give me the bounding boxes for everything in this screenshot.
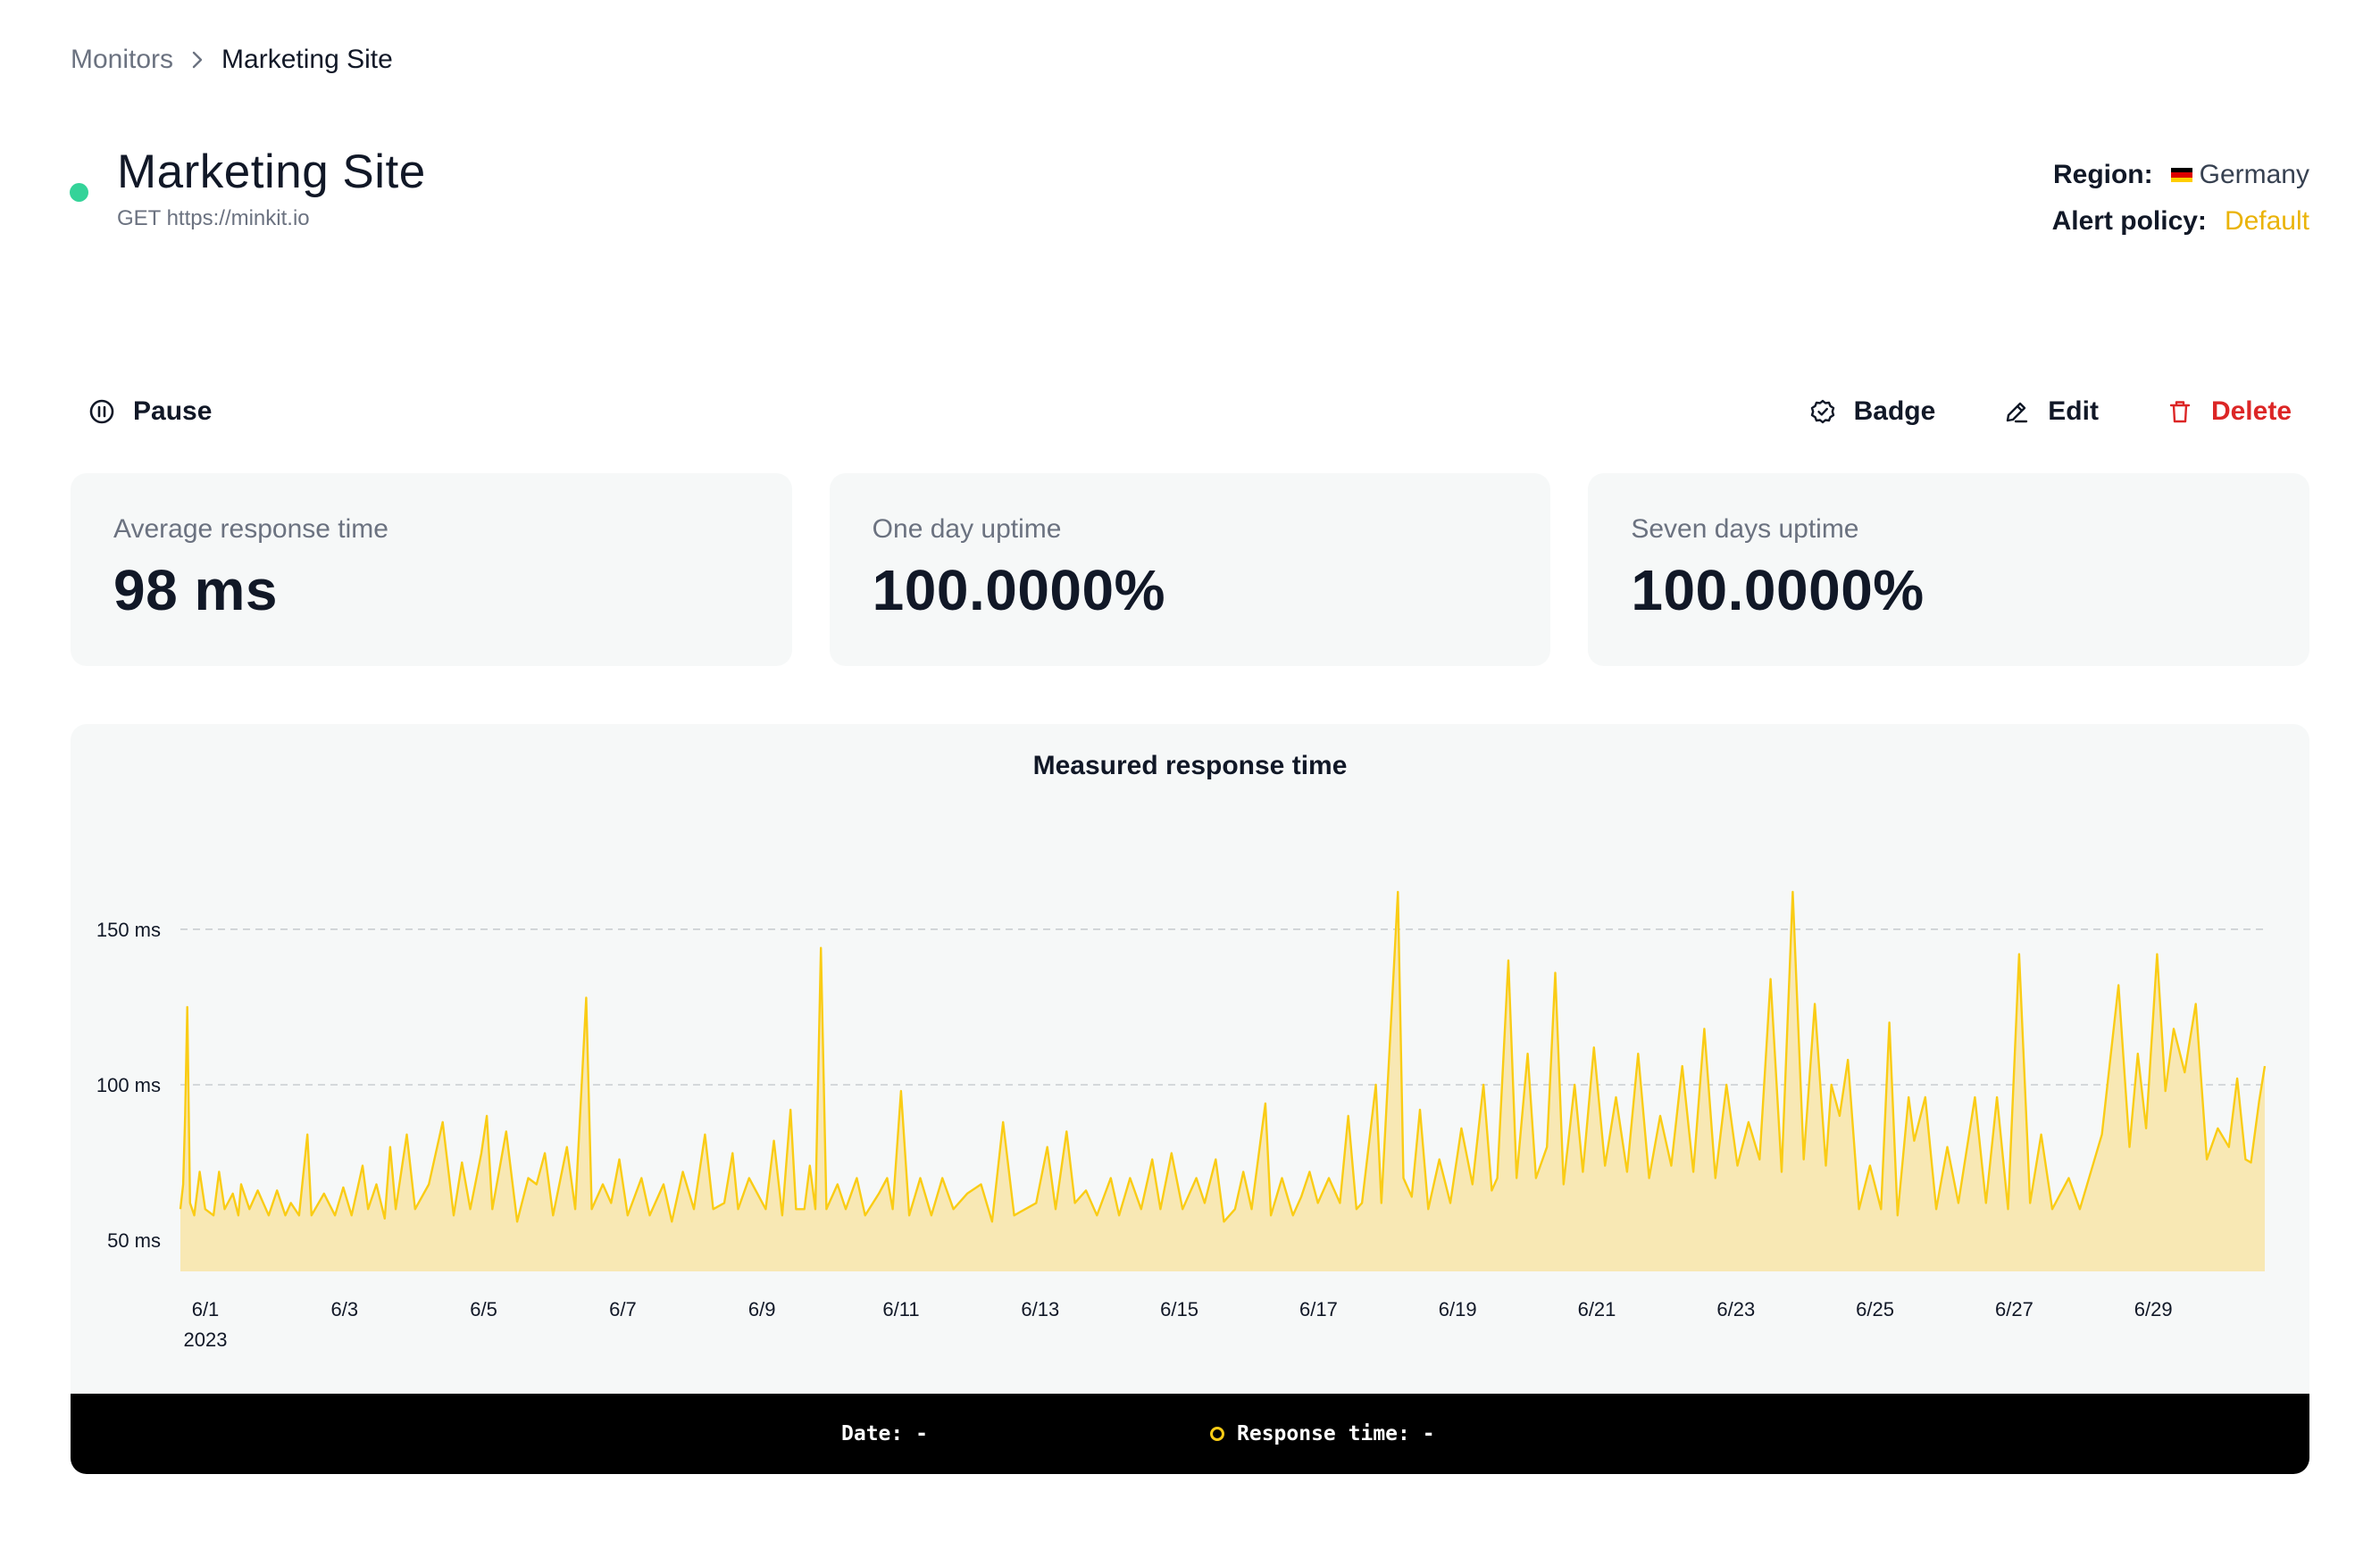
chart-tooltip-bar: Date: - Response time: - [71,1394,2309,1474]
pause-label: Pause [133,396,213,426]
page-title: Marketing Site [117,146,426,198]
alert-policy-row: Alert policy: Default [2052,198,2309,245]
breadcrumb: Monitors Marketing Site [71,45,393,75]
trash-icon [2169,401,2191,423]
response-time-chart[interactable]: 150 ms 100 ms 50 ms 6/1 6/3 6/5 6/7 6/9 6/11 6/13… [71,724,2309,1394]
stat-label: One day uptime [872,514,1062,544]
monitor-toolbar: Pause Badge Edit Delete [71,387,2309,437]
pause-button[interactable]: Pause [71,396,230,427]
stat-label: Seven days uptime [1631,514,1859,544]
region-label: Region: [2052,160,2153,189]
edit-label: Edit [2048,396,2099,426]
monitor-request: GET https://minkit.io [117,206,310,230]
tooltip-response-label: Response time: - [1237,1422,1435,1445]
badge-check-icon [1810,399,1834,424]
chart-title: Measured response time [1032,751,1348,780]
x-tick-label: 6/9 [748,1298,776,1320]
x-tick-label: 6/23 [1716,1298,1755,1320]
x-tick-label: 6/17 [1299,1298,1338,1320]
alert-policy-link[interactable]: Default [2224,206,2309,236]
stat-label: Average response time [113,514,388,544]
stat-value: 100.0000% [1631,558,1925,622]
x-tick-label: 6/5 [470,1298,497,1320]
badge-label: Badge [1853,396,1936,426]
monitor-meta: Region: Germany Alert policy: Default [2052,152,2309,245]
x-tick-label: 6/25 [1856,1298,1894,1320]
alert-policy-label: Alert policy: [2051,206,2207,236]
x-tick-label: 6/15 [1160,1298,1198,1320]
region-row: Region: Germany [2052,152,2309,198]
x-tick-label: 6/21 [1578,1298,1616,1320]
x-tick-label: 6/29 [2134,1298,2173,1320]
region-value: Germany [2199,160,2309,189]
pause-icon [89,399,114,424]
x-tick-label: 6/19 [1439,1298,1477,1320]
x-year-label: 2023 [184,1329,228,1351]
x-tick-label: 6/27 [1995,1298,2033,1320]
germany-flag-icon [2170,167,2192,183]
breadcrumb-current: Marketing Site [221,45,393,74]
x-tick-label: 6/3 [331,1298,359,1320]
tooltip-date: Date: - [841,1422,928,1445]
toolbar-actions: Badge Edit Delete [1791,396,2309,427]
y-tick-label: 50 ms [107,1229,161,1252]
delete-label: Delete [2210,396,2292,426]
edit-button[interactable]: Edit [1985,396,2117,427]
x-tick-label: 6/13 [1021,1298,1059,1320]
y-tick-label: 150 ms [96,919,161,941]
stat-card-seven-days-uptime: Seven days uptime 100.0000% [1588,473,2310,666]
x-tick-label: 6/7 [609,1298,637,1320]
chevron-right-icon [191,50,204,70]
badge-button[interactable]: Badge [1791,396,1954,427]
series-area [180,892,2265,1271]
response-time-chart-panel: Measured response time 150 ms 100 ms 50 ms… [71,724,2309,1474]
tooltip-response-time: Response time: - [1210,1422,1435,1445]
series-line [179,890,2267,1223]
y-tick-label: 100 ms [96,1074,161,1096]
stats-row: Average response time 98 ms One day upti… [71,473,2310,666]
x-tick-label: 6/1 [192,1298,220,1320]
stat-value: 100.0000% [872,558,1166,622]
series-marker-icon [1210,1427,1224,1441]
stat-card-one-day-uptime: One day uptime 100.0000% [829,473,1551,666]
x-tick-label: 6/11 [882,1298,919,1320]
status-indicator [70,183,88,202]
stat-card-average-response: Average response time 98 ms [71,473,792,666]
pencil-icon [2007,402,2028,423]
breadcrumb-monitors-link[interactable]: Monitors [71,45,174,74]
delete-button[interactable]: Delete [2149,396,2309,427]
stat-value: 98 ms [113,558,278,622]
